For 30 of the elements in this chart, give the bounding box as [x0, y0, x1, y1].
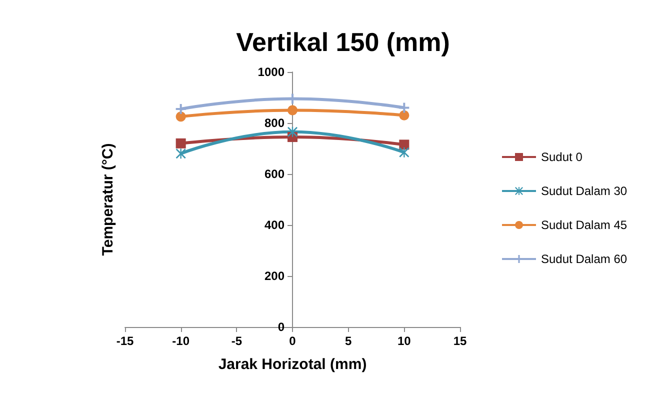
x-tick-label: 15: [453, 334, 467, 348]
y-tick-label: 0: [278, 320, 285, 334]
chart-title: Vertikal 150 (mm): [236, 27, 450, 57]
x-tick-label: 10: [397, 334, 412, 348]
y-tick-label: 1000: [258, 65, 285, 79]
y-tick-label: 400: [264, 218, 285, 232]
point: [399, 102, 410, 113]
y-tick-label: 200: [264, 269, 285, 283]
point: [176, 148, 186, 159]
y-axis-title: Temperatur (°C): [100, 143, 116, 256]
point: [288, 126, 298, 137]
point: [399, 110, 410, 120]
point: [176, 138, 186, 148]
y-tick-label: 800: [264, 116, 285, 130]
x-tick-label: -15: [116, 334, 134, 348]
x-tick-label: 5: [344, 334, 352, 348]
point: [288, 105, 298, 116]
legend-label: Sudut Dalam 60: [541, 252, 628, 266]
legend-label: Sudut Dalam 45: [541, 218, 628, 232]
x-tick-label: -10: [172, 334, 190, 348]
legend-label: Sudut 0: [541, 150, 583, 164]
legend-label: Sudut Dalam 30: [541, 184, 628, 198]
x-tick-label: 0: [289, 334, 296, 348]
point: [399, 147, 410, 158]
point: [176, 112, 186, 122]
y-tick-label: 600: [264, 167, 285, 181]
point: [399, 140, 410, 150]
x-axis-title: Jarak Horizotal (mm): [218, 356, 367, 373]
x-tick-label: -5: [231, 334, 242, 348]
point: [176, 104, 186, 114]
